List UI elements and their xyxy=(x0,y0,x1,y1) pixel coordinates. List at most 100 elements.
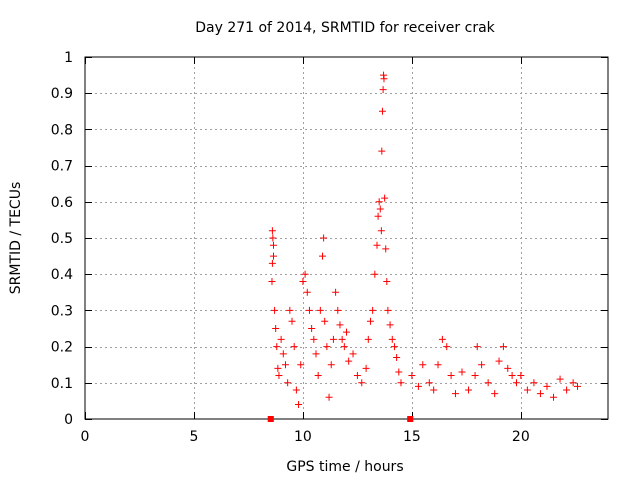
data-point xyxy=(268,259,276,267)
data-point xyxy=(563,386,571,394)
data-point xyxy=(273,343,281,351)
data-point xyxy=(301,270,309,278)
data-point xyxy=(517,372,525,380)
data-point xyxy=(536,390,544,398)
data-point xyxy=(277,335,285,343)
data-point xyxy=(362,364,370,372)
data-point xyxy=(281,361,289,369)
data-point xyxy=(384,306,392,314)
y-tick-label: 1 xyxy=(64,50,73,66)
data-point xyxy=(512,379,520,387)
data-point xyxy=(447,372,455,380)
data-point xyxy=(378,107,386,115)
data-point xyxy=(269,241,277,249)
data-point xyxy=(573,382,581,390)
data-point xyxy=(327,361,335,369)
data-point xyxy=(377,227,385,235)
data-point xyxy=(378,147,386,155)
axis-ticks: 0 5 10 15 20 0 0.1 0.2 0.3 0.4 0.5 0.6 0.7 0.8 0.9 1 xyxy=(51,50,608,445)
data-point xyxy=(543,382,551,390)
data-point xyxy=(374,212,382,220)
data-point xyxy=(314,372,322,380)
data-point xyxy=(290,343,298,351)
data-point xyxy=(379,86,387,94)
data-point xyxy=(332,288,340,296)
x-tick-label: 5 xyxy=(189,429,198,445)
data-point xyxy=(279,350,287,358)
data-point xyxy=(471,372,479,380)
data-point xyxy=(345,357,353,365)
data-point xyxy=(395,368,403,376)
data-point xyxy=(408,416,414,422)
y-tick-label: 0.6 xyxy=(51,195,73,211)
data-point xyxy=(376,205,384,213)
data-point xyxy=(388,335,396,343)
data-point xyxy=(499,343,507,351)
data-point xyxy=(349,350,357,358)
data-point xyxy=(274,364,282,372)
data-point xyxy=(303,288,311,296)
data-point xyxy=(530,379,538,387)
data-point xyxy=(297,361,305,369)
data-point xyxy=(495,357,503,365)
data-point xyxy=(353,372,361,380)
data-point xyxy=(340,343,348,351)
data-point xyxy=(321,317,329,325)
data-point xyxy=(484,379,492,387)
data-point xyxy=(414,382,422,390)
data-point xyxy=(425,379,433,387)
data-point xyxy=(343,328,350,336)
data-point xyxy=(371,270,379,278)
data-point xyxy=(329,335,337,343)
grid-lines xyxy=(85,57,608,419)
data-point xyxy=(292,386,300,394)
data-point xyxy=(320,234,328,242)
y-tick-label: 0.4 xyxy=(51,267,73,283)
y-tick-label: 0 xyxy=(64,412,73,428)
data-point xyxy=(408,372,416,380)
x-tick-label: 20 xyxy=(512,429,530,445)
y-axis-label: SRMTID / TECUs xyxy=(8,182,24,295)
data-point xyxy=(272,325,280,332)
data-point xyxy=(319,252,327,260)
data-point xyxy=(325,393,333,401)
x-tick-label: 10 xyxy=(294,429,312,445)
data-point xyxy=(504,364,512,372)
y-tick-label: 0.5 xyxy=(51,231,73,247)
data-point xyxy=(295,401,303,409)
x-tick-label: 15 xyxy=(403,429,421,445)
data-point xyxy=(386,321,394,329)
data-point xyxy=(569,379,577,387)
data-point xyxy=(556,375,564,383)
data-point xyxy=(381,194,389,202)
data-point xyxy=(312,350,320,358)
data-point xyxy=(268,277,276,285)
y-tick-label: 0.9 xyxy=(51,86,73,102)
data-point xyxy=(430,386,438,394)
x-tick-label: 0 xyxy=(81,429,90,445)
data-point xyxy=(288,317,296,325)
data-point xyxy=(465,386,473,394)
data-point xyxy=(336,321,344,329)
y-tick-label: 0.8 xyxy=(51,122,73,138)
data-point xyxy=(523,386,531,394)
data-point xyxy=(269,234,277,242)
chart-title: Day 271 of 2014, SRMTID for receiver cra… xyxy=(195,20,495,36)
data-point xyxy=(334,306,342,314)
y-tick-label: 0.1 xyxy=(51,376,73,392)
data-point xyxy=(299,277,307,285)
data-point xyxy=(458,368,466,376)
y-tick-label: 0.3 xyxy=(51,303,73,319)
data-point xyxy=(275,372,283,380)
data-point xyxy=(382,245,390,253)
data-point xyxy=(375,198,383,206)
data-point xyxy=(473,343,481,351)
data-point xyxy=(438,335,446,343)
x-axis-label: GPS time / hours xyxy=(286,459,403,475)
data-point xyxy=(451,390,459,398)
data-point xyxy=(310,335,318,343)
y-tick-label: 0.7 xyxy=(51,159,73,175)
data-point xyxy=(284,379,292,387)
data-point xyxy=(380,75,388,83)
data-point xyxy=(271,306,279,314)
